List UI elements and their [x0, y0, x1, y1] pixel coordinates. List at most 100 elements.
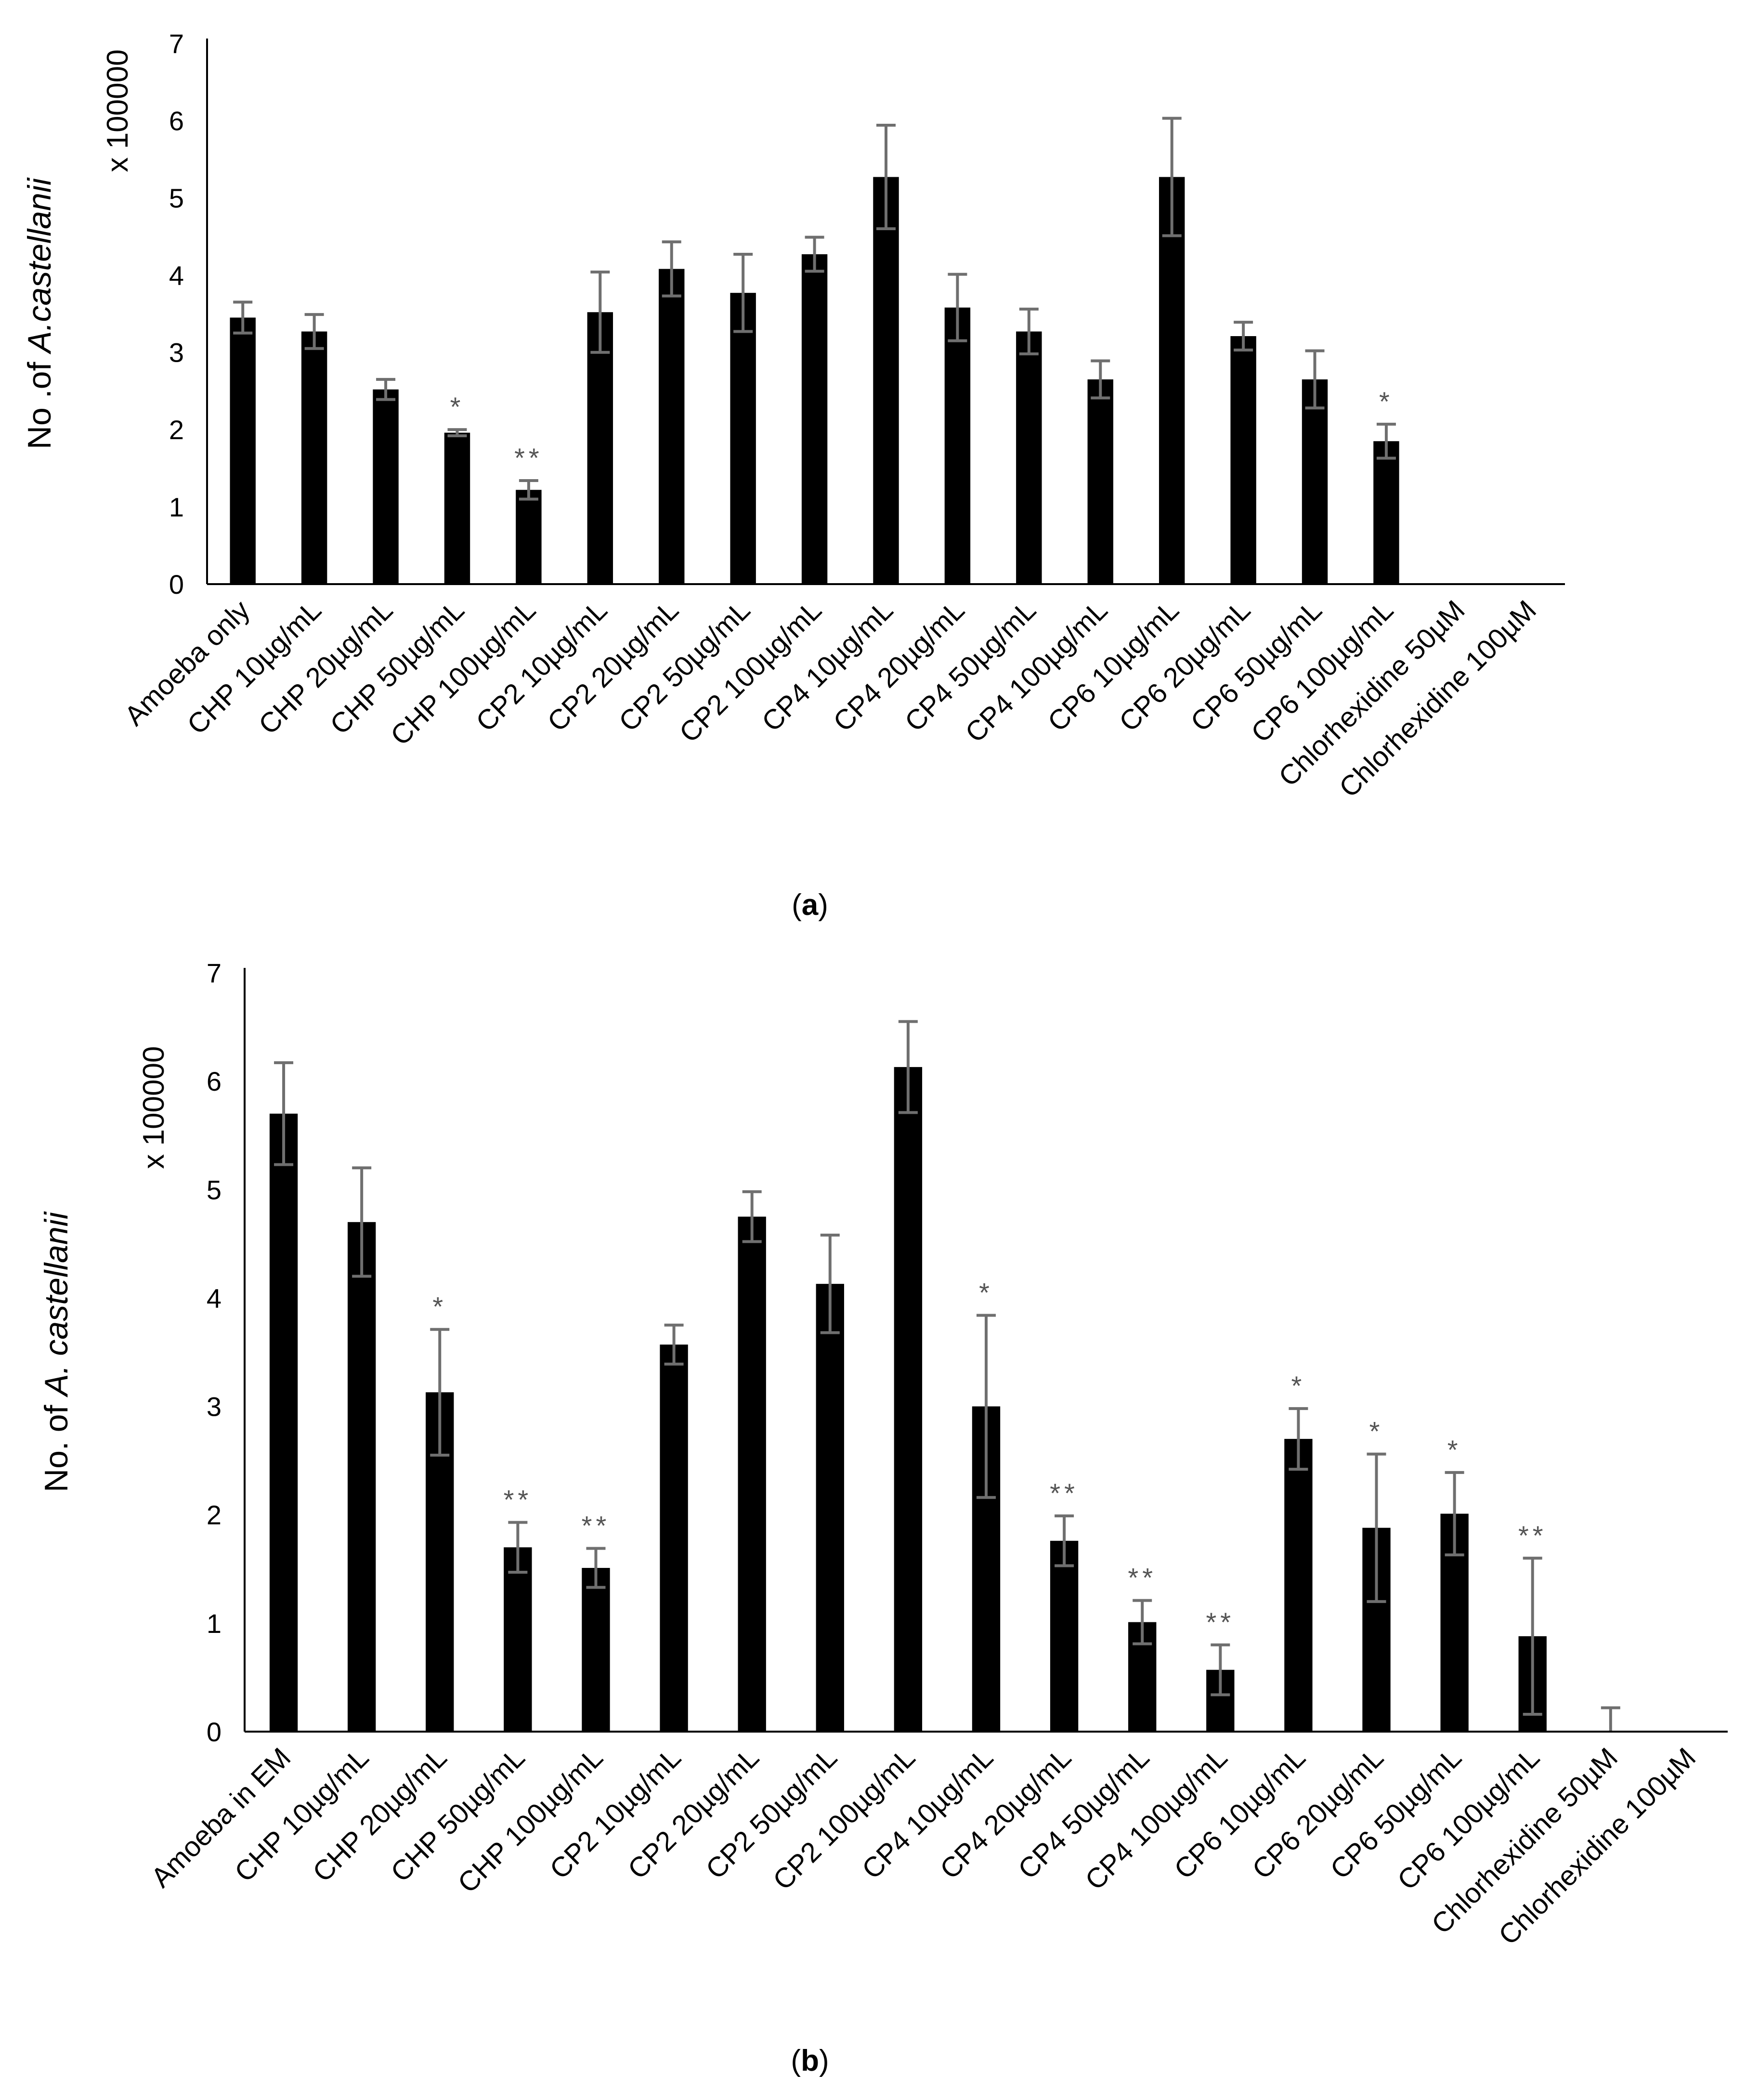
error-bar — [948, 273, 967, 342]
significance-mark: ** — [1128, 1563, 1157, 1593]
bar — [516, 490, 542, 584]
significance-mark: * — [1379, 386, 1394, 417]
error-bar — [1133, 1599, 1152, 1645]
bar — [230, 317, 256, 584]
bar — [659, 269, 685, 584]
y-axis-scale-label: x 100000 — [137, 1046, 170, 1169]
bar — [1230, 336, 1256, 584]
error-bar — [664, 1323, 684, 1366]
bar — [660, 1344, 688, 1732]
error-bar — [352, 1166, 372, 1278]
error-bar — [1376, 422, 1396, 460]
bar — [738, 1216, 766, 1732]
y-tick-labels: 0 1 2 3 4 5 6 7 — [169, 28, 184, 600]
significance-mark: ** — [1206, 1607, 1235, 1637]
bar — [373, 389, 399, 584]
error-bar — [586, 1547, 606, 1589]
bar — [730, 293, 756, 584]
x-tick-label: Amoeba only — [118, 594, 256, 731]
significance-mark: * — [979, 1277, 993, 1307]
y-tick-labels: 0 1 2 3 4 5 6 7 — [207, 958, 222, 1747]
error-bar — [805, 235, 824, 273]
error-bar — [898, 1020, 918, 1114]
error-bar — [447, 428, 467, 437]
y-tick-label: 1 — [169, 492, 184, 522]
y-tick-label: 2 — [169, 415, 184, 445]
y-tick-label: 5 — [169, 183, 184, 213]
y-tick-label: 3 — [207, 1392, 222, 1422]
bar — [504, 1547, 532, 1732]
error-bar — [274, 1061, 294, 1166]
y-tick-label: 6 — [169, 105, 184, 136]
x-tick-label: CHP 20µg/mL — [307, 1742, 453, 1888]
bar — [582, 1568, 610, 1732]
panel-caption-a: (a) — [792, 888, 828, 922]
bar — [873, 177, 899, 584]
y-tick-label: 3 — [169, 338, 184, 368]
y-tick-label: 0 — [169, 569, 184, 600]
error-bar — [304, 313, 324, 350]
error-bar — [662, 240, 681, 298]
y-axis-label: No .of A.castellanii — [21, 177, 58, 449]
significance-mark: * — [432, 1291, 447, 1322]
error-bar — [1523, 1556, 1542, 1716]
error-bar — [977, 1314, 996, 1499]
bar — [1050, 1540, 1079, 1732]
chart-a-marks: **** — [230, 117, 1399, 584]
error-bar — [1305, 349, 1325, 410]
significance-mark: * — [1447, 1435, 1462, 1465]
error-bar — [1367, 1452, 1386, 1603]
bar — [1159, 177, 1185, 584]
y-tick-label: 0 — [207, 1717, 222, 1747]
error-bar — [430, 1328, 450, 1457]
error-bar — [742, 1190, 762, 1243]
error-bar — [1289, 1407, 1308, 1471]
bar — [587, 312, 613, 584]
error-bar — [1445, 1471, 1464, 1557]
x-tick-label: CHP 100µg/mL — [452, 1742, 609, 1899]
bar — [1302, 379, 1328, 584]
bar — [944, 307, 971, 584]
error-bar — [1019, 307, 1039, 355]
y-axis-scale-label: x 100000 — [101, 49, 134, 172]
significance-mark: * — [450, 391, 465, 422]
error-bar — [519, 479, 538, 501]
x-tick-label: CP6 100µg/mL — [1392, 1742, 1546, 1896]
y-tick-label: 1 — [207, 1608, 222, 1639]
error-bar — [1091, 359, 1110, 400]
bar — [816, 1284, 844, 1732]
significance-mark: ** — [1518, 1520, 1547, 1551]
error-bar — [1162, 117, 1182, 237]
error-bar — [1601, 1706, 1620, 1732]
error-bar — [733, 252, 753, 333]
y-tick-label: 7 — [207, 958, 222, 988]
panel-caption-b: (b) — [791, 2044, 829, 2077]
error-bar — [508, 1521, 528, 1574]
chart-b-marks: ***************** — [269, 1020, 1620, 1732]
y-tick-label: 2 — [207, 1500, 222, 1530]
bar — [444, 432, 470, 584]
bar — [269, 1113, 298, 1732]
y-axis-label: No. of A. castellanii — [38, 1211, 75, 1492]
bar — [1373, 441, 1399, 584]
significance-mark: ** — [582, 1511, 611, 1541]
significance-mark: * — [1291, 1370, 1306, 1401]
y-tick-label: 7 — [169, 28, 184, 59]
error-bar — [1234, 321, 1253, 352]
error-bar — [820, 1233, 840, 1334]
x-tick-label: CHP 50µg/mL — [385, 1742, 531, 1888]
y-tick-label: 5 — [207, 1174, 222, 1205]
bar — [301, 331, 327, 584]
bar — [1087, 379, 1113, 584]
error-bar — [376, 378, 396, 401]
error-bar — [590, 270, 610, 354]
significance-mark: ** — [514, 443, 543, 473]
error-bar — [1211, 1643, 1230, 1696]
bar — [1284, 1439, 1313, 1732]
